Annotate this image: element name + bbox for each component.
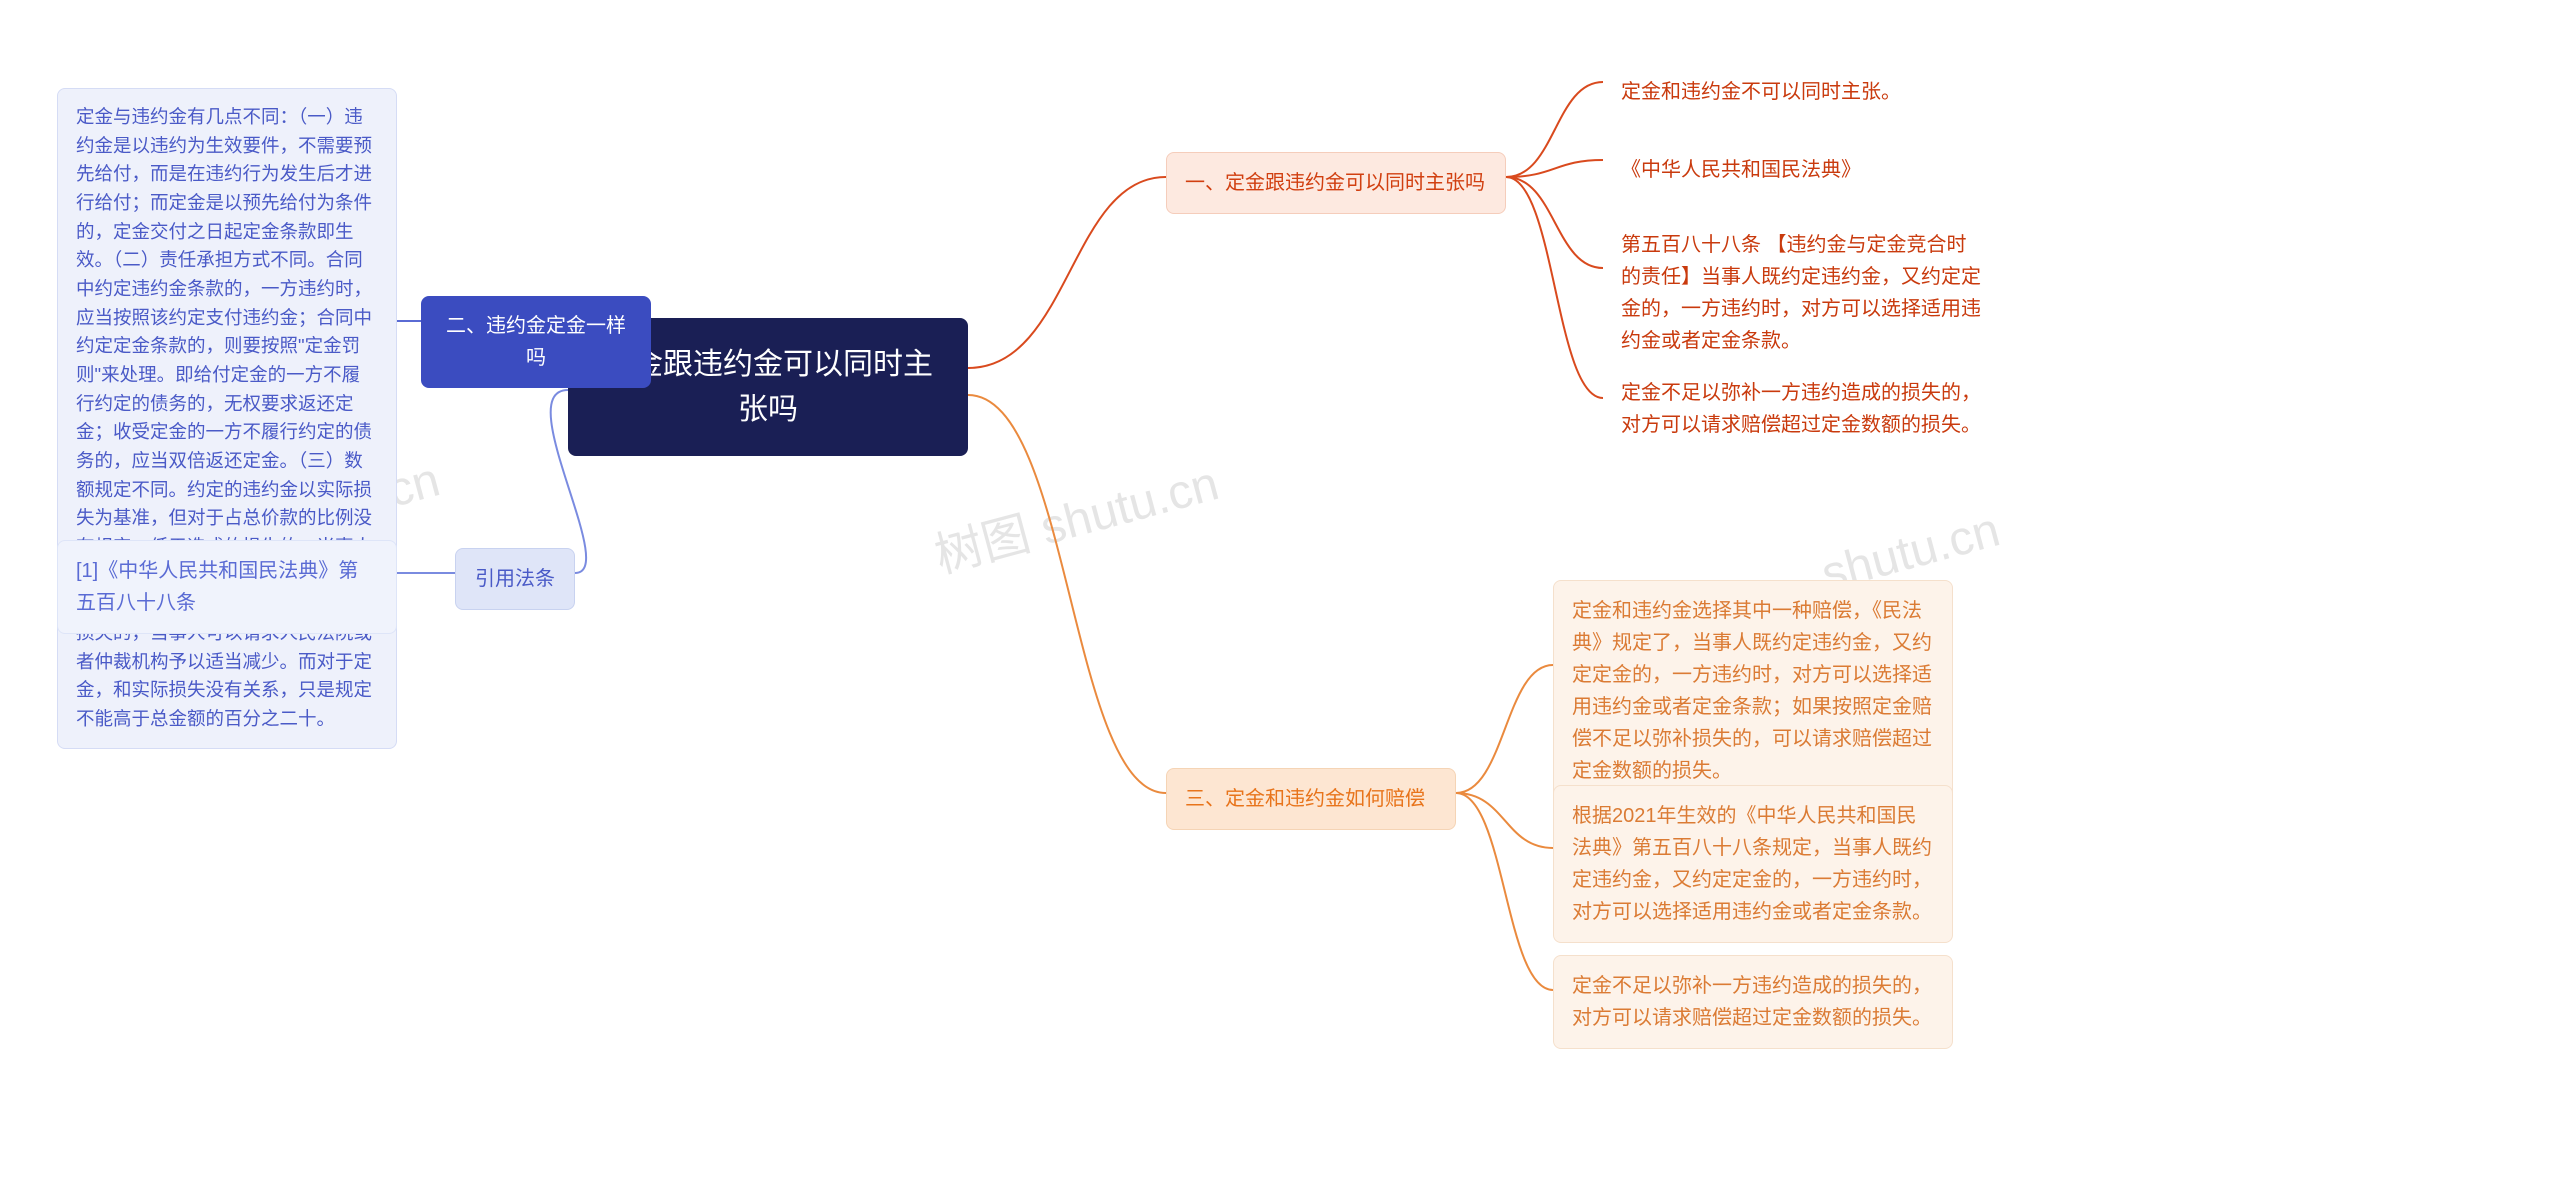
branch-3-leaf: 定金不足以弥补一方违约造成的损失的，对方可以请求赔偿超过定金数额的损失。 bbox=[1553, 955, 1953, 1049]
branch-1-leaf: 《中华人民共和国民法典》 bbox=[1603, 140, 1963, 200]
watermark: 树图 shutu.cn bbox=[926, 444, 1225, 587]
branch-1-leaf: 定金和违约金不可以同时主张。 bbox=[1603, 62, 1963, 122]
branch-1-leaf: 第五百八十八条 【违约金与定金竞合时的责任】当事人既约定违约金，又约定定金的，一… bbox=[1603, 215, 2003, 371]
branch-4: 引用法条 bbox=[455, 548, 575, 610]
branch-2-leaf: 定金与违约金有几点不同：（一）违约金是以违约为生效要件，不需要预先给付，而是在违… bbox=[57, 88, 397, 749]
branch-1-leaf: 定金不足以弥补一方违约造成的损失的，对方可以请求赔偿超过定金数额的损失。 bbox=[1603, 363, 2003, 455]
branch-3-leaf: 根据2021年生效的《中华人民共和国民法典》第五百八十八条规定，当事人既约定违约… bbox=[1553, 785, 1953, 943]
branch-3: 三、定金和违约金如何赔偿 bbox=[1166, 768, 1456, 830]
branch-4-leaf: [1]《中华人民共和国民法典》第五百八十八条 bbox=[57, 540, 397, 634]
branch-2: 二、违约金定金一样吗 bbox=[421, 296, 651, 388]
branch-3-leaf: 定金和违约金选择其中一种赔偿，《民法典》规定了，当事人既约定违约金，又约定定金的… bbox=[1553, 580, 1953, 802]
branch-1: 一、定金跟违约金可以同时主张吗 bbox=[1166, 152, 1506, 214]
